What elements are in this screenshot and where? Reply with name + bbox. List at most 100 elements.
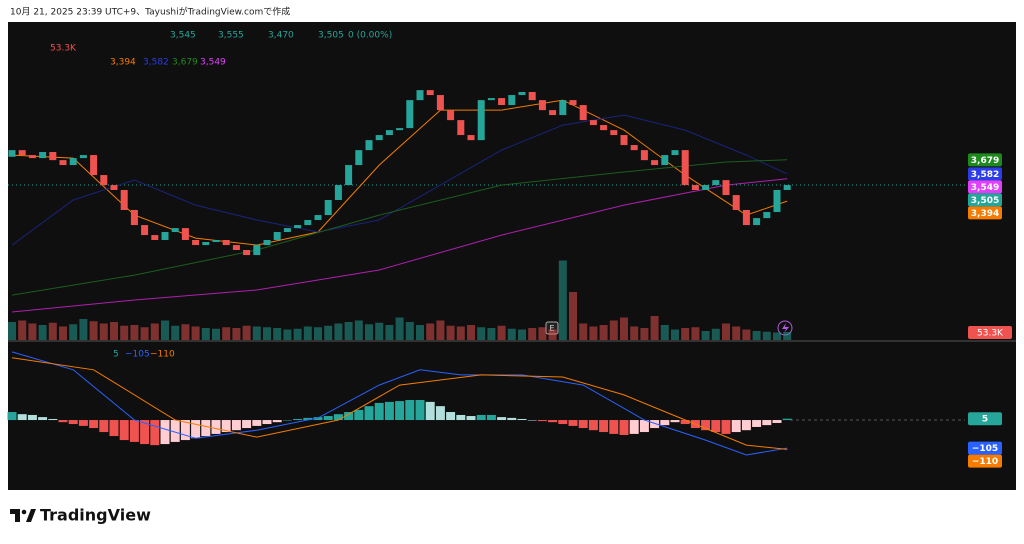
volume-label: 53.3K (977, 329, 1004, 339)
histogram-bar (578, 420, 588, 429)
price-label-box (968, 441, 1002, 455)
histogram-bar (27, 414, 37, 421)
volume-bar (507, 328, 516, 340)
candle (161, 232, 169, 240)
candle (324, 199, 332, 216)
histogram-bar (711, 420, 721, 433)
price-label: 3,394 (971, 209, 999, 219)
histogram-bar (231, 420, 241, 431)
candle (141, 225, 149, 236)
change-value: 0 (0.00%) (348, 31, 392, 41)
histogram-bar (48, 418, 58, 421)
histogram-bar (119, 420, 129, 441)
price-label: −105 (972, 444, 998, 454)
price-label: 3,505 (971, 196, 999, 206)
logo (10, 509, 36, 522)
volume-bar (130, 325, 139, 340)
volume-bar (334, 323, 343, 340)
candle (640, 150, 648, 161)
price-label-box (968, 167, 1002, 181)
macd-legend: 5 (113, 350, 119, 360)
histogram-bar (619, 420, 629, 435)
moving-average (11, 99, 788, 246)
volume-bar (783, 332, 792, 340)
candle (447, 110, 455, 121)
histogram-bar (782, 418, 792, 421)
volume-legend: 53.3K (50, 44, 77, 54)
price-label-box (968, 153, 1002, 167)
histogram-bar (650, 420, 660, 429)
volume-bar (477, 327, 486, 340)
candle (620, 135, 628, 146)
volume-bar (660, 325, 669, 340)
candle (314, 215, 322, 220)
volume-bar (528, 328, 537, 340)
histogram-bar (701, 420, 711, 431)
histogram-bar (160, 420, 170, 445)
volume-bar (487, 328, 496, 340)
volume-bar (773, 332, 781, 340)
volume-bar (283, 329, 292, 340)
histogram-bar (374, 402, 384, 421)
volume-bar (752, 331, 761, 340)
candle (559, 100, 567, 116)
histogram-bar (221, 420, 231, 433)
histogram-bar (293, 418, 303, 421)
candle (28, 155, 36, 159)
volume-bar (303, 326, 312, 340)
candle (732, 195, 740, 210)
candle (192, 239, 200, 246)
histogram-bar (333, 414, 343, 421)
candle (773, 189, 781, 213)
candle (538, 100, 546, 111)
ma-legend: 3,582 (143, 58, 169, 68)
candle (406, 100, 414, 129)
macd-legend: −105 (125, 350, 150, 360)
candle (467, 135, 475, 141)
candle (59, 160, 67, 166)
volume-bar (589, 326, 598, 340)
candle (589, 120, 597, 126)
ma-legend: 3,679 (172, 58, 198, 68)
histogram-bar (150, 420, 160, 446)
volume-bar (212, 328, 220, 340)
histogram-bar (303, 417, 313, 421)
volume-bar (548, 329, 557, 340)
ohlc-value: 3,545 (170, 31, 196, 41)
candle (416, 90, 424, 101)
candle (651, 160, 659, 166)
histogram-bar (68, 420, 78, 425)
candle (742, 209, 750, 226)
histogram-bar (639, 420, 649, 433)
volume-bar (732, 326, 741, 340)
candle (90, 155, 98, 176)
volume-bar (467, 325, 475, 340)
moving-average (11, 114, 788, 246)
ohlc-value: 3,555 (218, 31, 244, 41)
volume-bar (722, 323, 730, 340)
histogram-bar (99, 420, 109, 433)
volume-bar (181, 324, 190, 340)
volume-bar (171, 325, 180, 340)
volume-bar (191, 326, 200, 340)
price-label-box (968, 180, 1002, 194)
volume-bar (48, 322, 57, 340)
candle (630, 145, 638, 151)
histogram-bar (731, 420, 741, 433)
macd-legend: −110 (150, 350, 175, 360)
candle (783, 185, 791, 190)
candle (457, 120, 465, 136)
volume-bar (324, 325, 333, 340)
volume-bar (201, 328, 210, 340)
histogram-bar (384, 401, 394, 421)
candle (763, 212, 771, 219)
candle (661, 155, 669, 166)
histogram-bar (395, 401, 405, 421)
price-label-box (968, 206, 1002, 220)
candle (263, 239, 271, 246)
histogram-bar (415, 400, 425, 421)
price-label-box (968, 454, 1002, 468)
volume-bar (650, 316, 659, 340)
candle (8, 150, 16, 157)
